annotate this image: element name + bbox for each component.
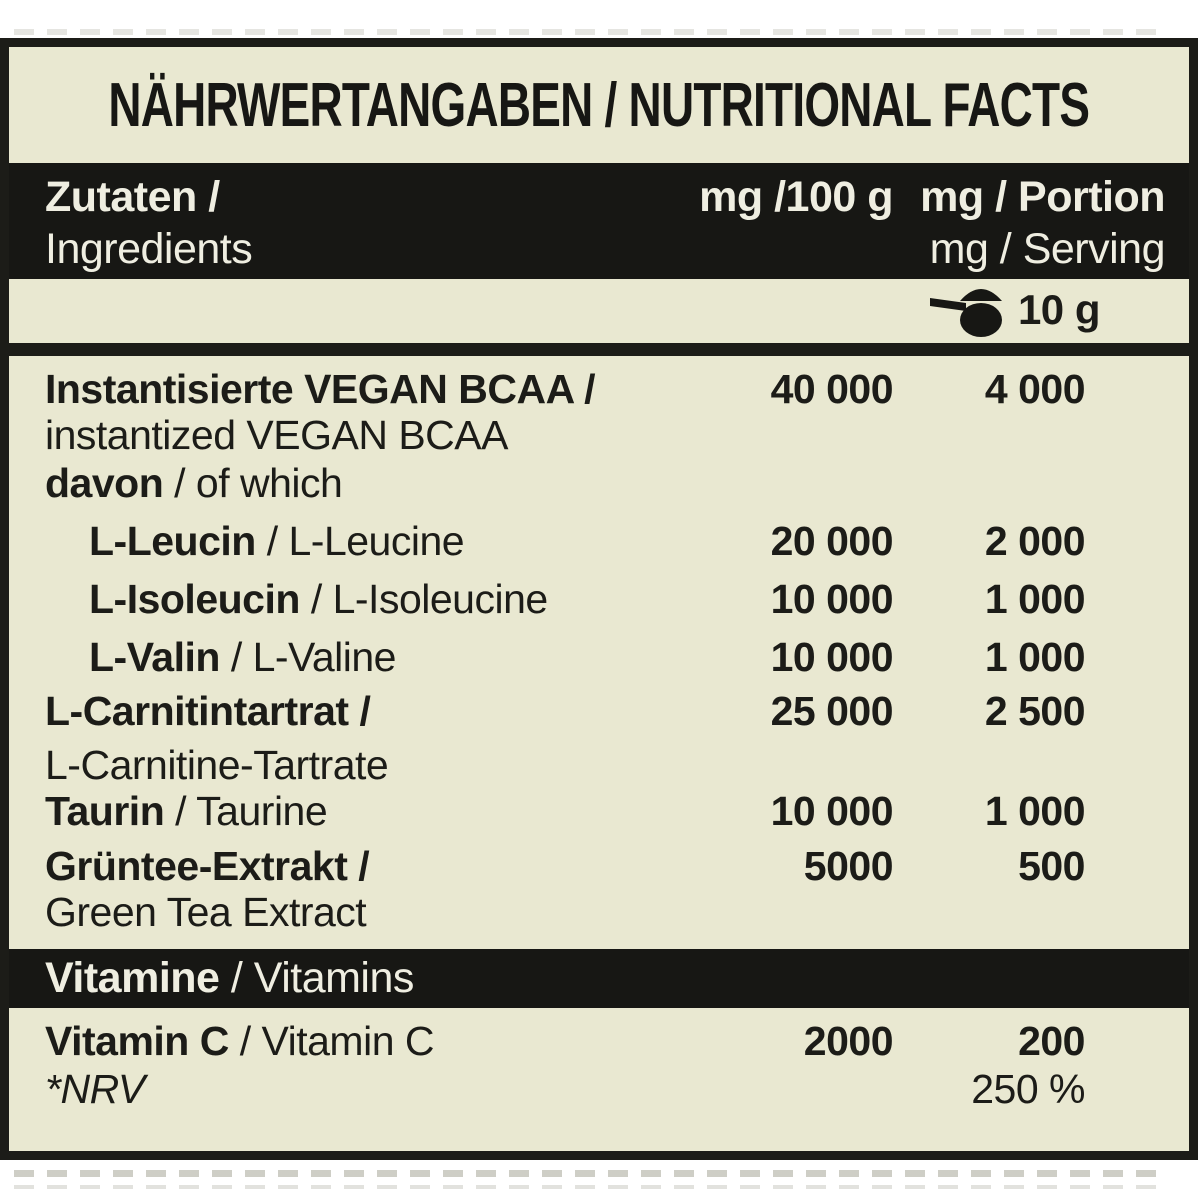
serving-size-label: 10 g [1017,286,1101,333]
serving-size-row: 10 g [9,279,1189,343]
header-ingredients-de: Zutaten / [45,173,220,221]
nutrition-label: NÄHRWERTANGABEN / NUTRITIONAL FACTS Zuta… [0,38,1198,1160]
ingredient-name: Taurin / Taurine [45,788,328,834]
label-title: NÄHRWERTANGABEN / NUTRITIONAL FACTS [108,70,1091,140]
table-row: Taurin / Taurine 10 000 1 000 [9,788,1189,834]
ingredient-name: L-Isoleucin / L-Isoleucine [89,576,548,622]
table-row: Grüntee-Extrakt / 5000 500 [9,843,1189,889]
vitamins-header: Vitamine / Vitamins [45,954,414,1002]
header-ingredients-en: Ingredients [45,225,253,273]
value-per-serving: 500 [1018,843,1085,889]
value-per-100g: 5000 [803,843,894,889]
ingredient-name-en: Green Tea Extract [45,889,367,935]
table-row: instantized VEGAN BCAA [9,412,1189,458]
value-per-100g: 25 000 [770,688,894,734]
value-per-serving: 1 000 [984,634,1086,680]
subheader-of-which: davon / of which [45,460,343,506]
value-per-serving: 1 000 [984,576,1086,622]
table-row: L-Carnitintartrat / 25 000 2 500 [9,688,1189,734]
ingredient-name: L-Valin / L-Valine [89,634,396,680]
table-row: Instantisierte VEGAN BCAA / 40 000 4 000 [9,366,1189,412]
vitamins-table: Vitamin C / Vitamin C 2000 200 *NRV 250 … [9,1008,1189,1112]
ingredient-name-en: instantized VEGAN BCAA [45,412,508,458]
table-header-band: Zutaten / Ingredients mg /100 g mg / Por… [9,163,1189,279]
value-per-100g: 40 000 [770,366,894,412]
value-per-100g: 20 000 [770,518,894,564]
value-per-100g: 10 000 [770,576,894,622]
ingredient-name: Grüntee-Extrakt / [45,843,370,889]
value-per-serving: 4 000 [984,366,1086,412]
ingredient-name-en: L-Carnitine-Tartrate [45,742,389,788]
ingredient-name: L-Leucin / L-Leucine [89,518,465,564]
vitamin-name: Vitamin C / Vitamin C [45,1018,435,1064]
header-per-100g: mg /100 g [699,173,893,221]
table-row: davon / of which [9,460,1189,506]
label-title-row: NÄHRWERTANGABEN / NUTRITIONAL FACTS [9,47,1189,163]
value-per-100g: 2000 [803,1018,894,1064]
value-per-100g: 10 000 [770,634,894,680]
serving-size: 10 g [929,281,1101,339]
ingredient-name: Instantisierte VEGAN BCAA / [45,366,595,412]
perforation-marks-top [14,29,1164,35]
value-per-serving: 1 000 [984,788,1086,834]
table-row: L-Leucin / L-Leucine 20 000 2 000 [9,518,1189,564]
header-divider [9,343,1189,356]
table-row: L-Valin / L-Valine 10 000 1 000 [9,634,1189,680]
value-per-serving: 2 000 [984,518,1086,564]
table-row: L-Carnitine-Tartrate [9,742,1189,788]
perforation-marks-bottom [14,1170,1164,1177]
header-per-portion-en: mg / Serving [929,225,1166,273]
scoop-icon [929,281,1010,339]
value-per-100g: 10 000 [770,788,894,834]
ingredients-table: Instantisierte VEGAN BCAA / 40 000 4 000… [9,356,1189,935]
nrv-percent-value: 250 % [971,1066,1085,1112]
table-row: L-Isoleucin / L-Isoleucine 10 000 1 000 [9,576,1189,622]
ingredient-name: L-Carnitintartrat / [45,688,371,734]
nrv-note: *NRV [45,1066,145,1112]
perforation-marks-bottom-2 [14,1185,1164,1189]
value-per-serving: 2 500 [984,688,1086,734]
table-row: Green Tea Extract [9,889,1189,935]
table-row: Vitamin C / Vitamin C 2000 200 [9,1018,1189,1064]
vitamins-section-band: Vitamine / Vitamins [9,949,1189,1008]
table-row: *NRV 250 % [9,1066,1189,1112]
header-per-portion-de: mg / Portion [920,173,1165,221]
value-per-serving: 200 [1018,1018,1085,1064]
